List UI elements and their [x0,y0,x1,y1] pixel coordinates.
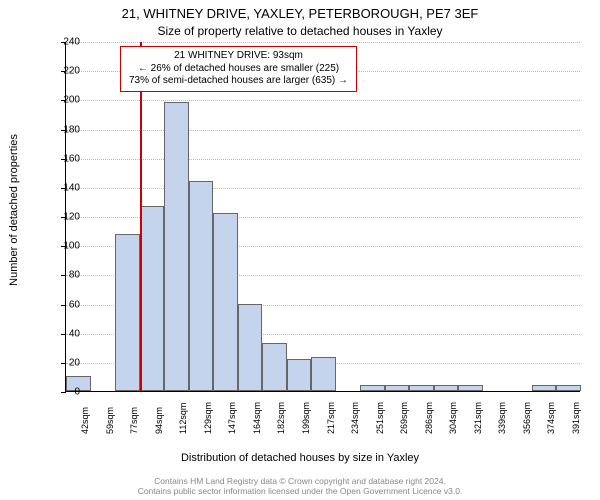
x-tick-label: 251sqm [375,402,385,434]
marker-line [140,42,142,391]
bar [262,343,287,391]
x-tick-label: 321sqm [473,402,483,434]
grid-line [66,100,580,101]
x-tick-label: 391sqm [571,402,581,434]
x-tick-label: 374sqm [546,402,556,434]
y-tick-label: 0 [50,387,80,398]
y-tick-label: 40 [50,328,80,339]
bar [532,385,557,391]
footer-line-1: Contains HM Land Registry data © Crown c… [0,476,600,486]
x-tick-label: 304sqm [448,402,458,434]
x-tick-label: 217sqm [326,402,336,434]
x-axis-label: Distribution of detached houses by size … [0,452,600,464]
x-tick-label: 286sqm [424,402,434,434]
footer: Contains HM Land Registry data © Crown c… [0,476,600,496]
grid-line [66,188,580,189]
x-tick-label: 234sqm [350,402,360,434]
y-tick-label: 240 [50,37,80,48]
grid-line [66,159,580,160]
y-tick-label: 160 [50,153,80,164]
bar [360,385,385,391]
x-tick-label: 42sqm [80,407,90,434]
y-tick-label: 120 [50,212,80,223]
info-line-2: ← 26% of detached houses are smaller (22… [129,63,348,76]
bar [385,385,410,391]
bar [311,357,336,391]
y-tick-label: 20 [50,357,80,368]
x-tick-label: 59sqm [105,407,115,434]
info-line-1: 21 WHITNEY DRIVE: 93sqm [129,50,348,63]
x-tick-label: 356sqm [522,402,532,434]
bar [556,385,581,391]
x-tick-label: 147sqm [227,402,237,434]
x-tick-label: 164sqm [252,402,262,434]
bar [115,234,140,392]
x-tick-label: 129sqm [203,402,213,434]
plot-inner [65,42,580,392]
bar [409,385,434,391]
y-tick-label: 60 [50,299,80,310]
footer-line-2: Contains public sector information licen… [0,486,600,496]
y-tick-label: 200 [50,95,80,106]
bar [238,304,263,392]
y-tick-label: 180 [50,124,80,135]
chart-title-main: 21, WHITNEY DRIVE, YAXLEY, PETERBOROUGH,… [0,6,600,21]
bar [213,213,238,391]
chart-title-sub: Size of property relative to detached ho… [0,24,600,38]
x-tick-label: 112sqm [178,403,188,434]
bar [164,102,189,391]
bar [189,181,214,391]
y-tick-label: 80 [50,270,80,281]
y-tick-label: 100 [50,241,80,252]
grid-line [66,42,580,43]
x-tick-label: 182sqm [276,402,286,434]
plot-area [65,42,580,392]
y-axis-label: Number of detached properties [8,134,20,286]
x-tick-label: 199sqm [301,402,311,434]
bar [434,385,459,391]
y-tick-label: 220 [50,66,80,77]
bar [287,359,312,391]
x-tick-label: 94sqm [154,407,164,434]
x-tick-label: 269sqm [399,402,409,434]
x-tick-label: 77sqm [129,407,139,434]
grid-line [66,130,580,131]
info-line-3: 73% of semi-detached houses are larger (… [129,75,348,88]
x-tick-label: 339sqm [497,402,507,434]
bar [458,385,483,391]
bar [140,206,165,391]
y-tick-label: 140 [50,182,80,193]
info-box: 21 WHITNEY DRIVE: 93sqm ← 26% of detache… [120,46,357,92]
